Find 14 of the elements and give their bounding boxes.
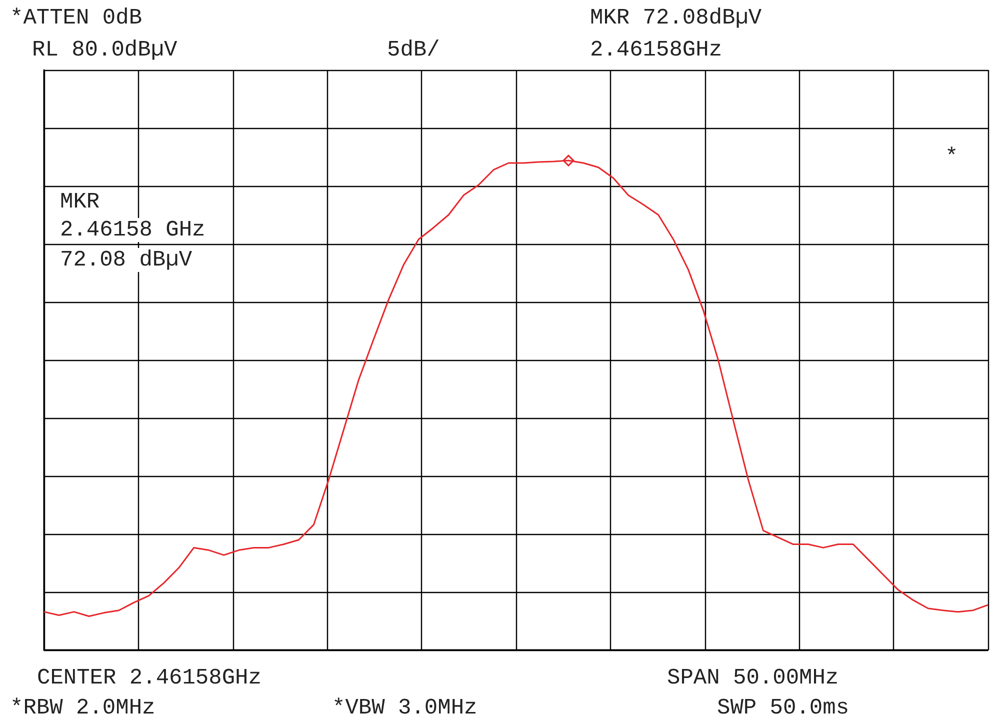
annotation: 2.46158 GHz <box>60 218 206 242</box>
annotation: 72.08 dBµV <box>60 248 193 272</box>
text: SPAN 50.00MHz <box>667 666 839 690</box>
text: 2.46158GHz <box>590 38 722 62</box>
text: MKR 72.08dBµV <box>590 6 762 30</box>
text: *RBW 2.0MHz <box>10 696 156 720</box>
text: CENTER 2.46158GHz <box>37 666 262 690</box>
annotation: * <box>945 144 958 170</box>
text: *VBW 3.0MHz <box>332 696 478 720</box>
text: 5dB/ <box>387 38 440 62</box>
text: *ATTEN 0dB <box>10 6 142 30</box>
text: RL 80.0dBµV <box>32 38 178 62</box>
annotation: MKR <box>60 190 100 214</box>
text: SWP 50.0ms <box>717 696 850 720</box>
